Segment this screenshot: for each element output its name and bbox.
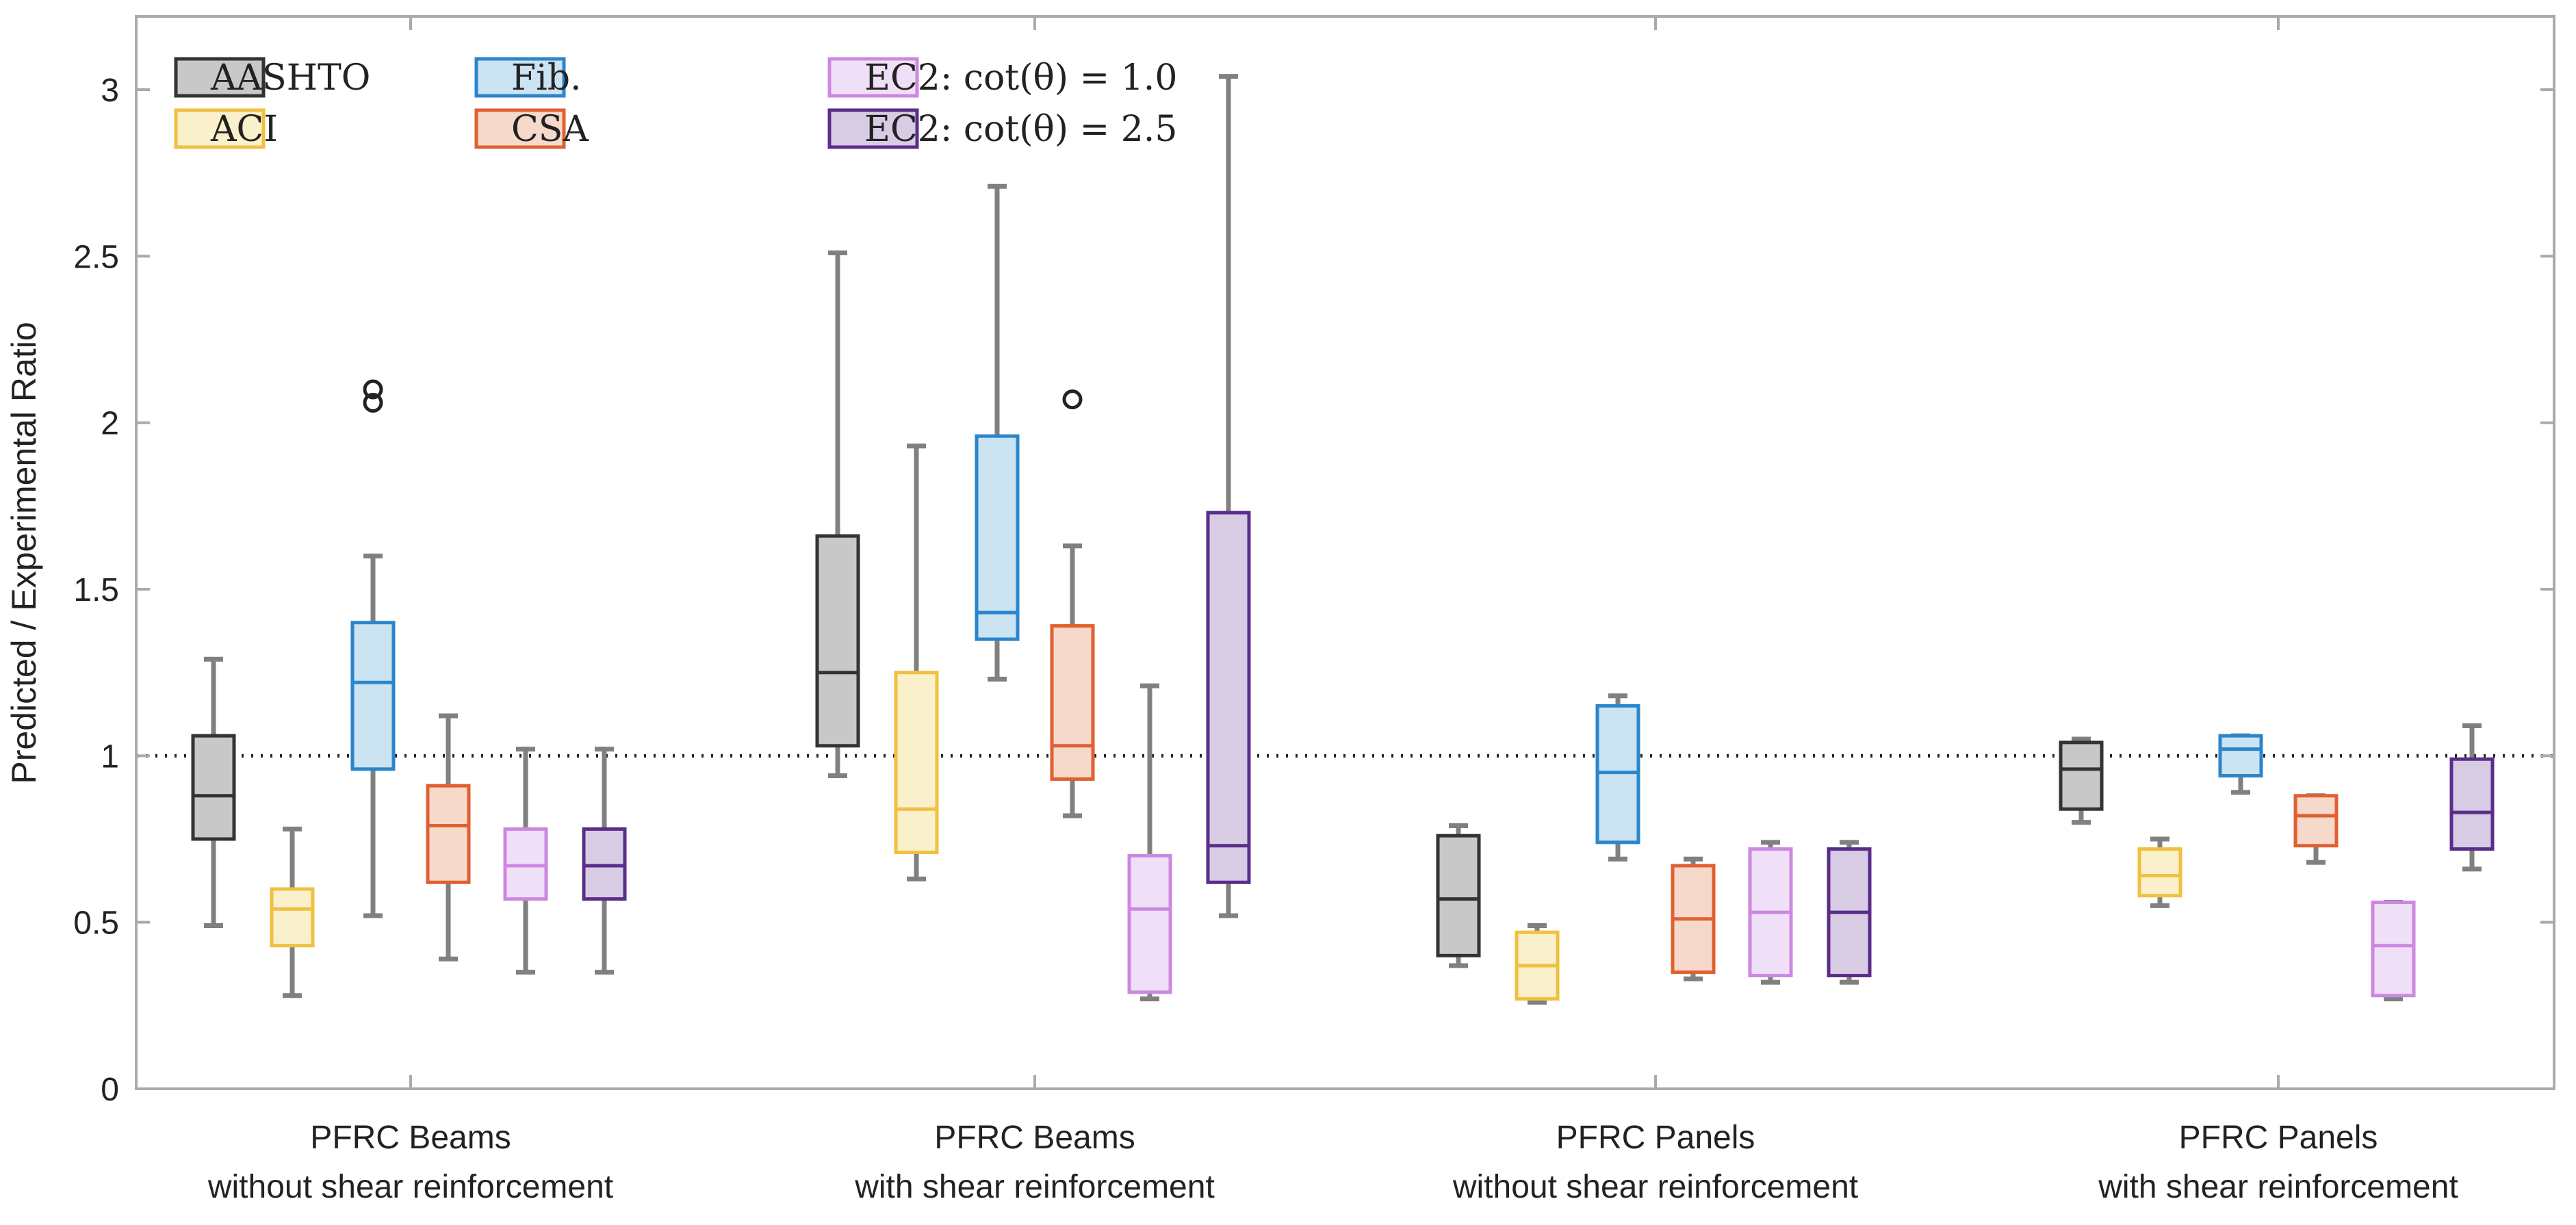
y-tick-label: 1 <box>101 738 119 775</box>
legend-label: EC2: cot(θ) = 2.5 <box>864 109 1177 150</box>
legend-label: AASHTO <box>210 57 370 99</box>
x-tick-label: without shear reinforcement <box>1452 1169 1858 1205</box>
legend-swatch <box>474 108 566 149</box>
y-tick-label: 1.5 <box>73 572 119 608</box>
y-axis: 0 0.5 1 1.5 2 2.5 3 <box>73 73 2554 1108</box>
box <box>350 621 396 771</box>
box <box>270 887 315 948</box>
outlier-point <box>363 379 383 400</box>
x-tick-label: with shear reinforcement <box>854 1169 1215 1205</box>
box <box>975 434 1020 641</box>
box <box>1050 624 1095 781</box>
x-tick-label: with shear reinforcement <box>2098 1169 2458 1205</box>
box <box>2218 734 2263 778</box>
legend-swatch <box>827 57 919 98</box>
x-tick-label: PFRC Beams <box>934 1120 1135 1156</box>
y-tick-label: 2.5 <box>73 239 119 275</box>
x-tick-label: PFRC Panels <box>2179 1120 2378 1156</box>
legend: AASHTO ACI Fib. CSA EC2: cot(θ) = 1.0 EC2: co… <box>174 57 1177 150</box>
legend-swatch <box>174 108 266 149</box>
y-tick-label: 0 <box>101 1072 119 1108</box>
box <box>1206 511 1251 884</box>
y-tick-label: 3 <box>101 73 119 109</box>
box <box>2059 740 2104 811</box>
box <box>1436 834 1481 957</box>
plot-frame <box>135 15 2555 1090</box>
legend-swatch <box>474 57 566 98</box>
y-axis-label: Predicted / Experimental Ratio <box>5 322 43 784</box>
legend-label: EC2: cot(θ) = 1.0 <box>864 57 1177 99</box>
box <box>2137 847 2182 898</box>
outlier-point <box>1062 389 1083 410</box>
legend-label: Fib. <box>511 57 582 99</box>
legend-swatch <box>174 57 266 98</box>
box <box>815 534 860 748</box>
box <box>1127 853 1172 994</box>
y-tick-label: 0.5 <box>73 905 119 942</box>
box <box>2371 900 2416 998</box>
legend-label: ACI <box>210 109 278 150</box>
x-axis: PFRC Beams without shear reinforcement PFR… <box>207 16 2458 1205</box>
y-tick-label: 2 <box>101 406 119 442</box>
box <box>2449 757 2495 851</box>
plot-marks <box>136 74 2554 1005</box>
box <box>2293 794 2339 848</box>
x-tick-label: PFRC Panels <box>1556 1120 1755 1156</box>
legend-swatch <box>827 108 919 149</box>
box <box>191 734 236 841</box>
legend-label: CSA <box>511 109 589 150</box>
x-tick-label: without shear reinforcement <box>207 1169 613 1205</box>
x-tick-label: PFRC Beams <box>310 1120 511 1156</box>
box <box>894 671 939 854</box>
box <box>426 784 471 884</box>
outlier-point <box>363 393 383 413</box>
